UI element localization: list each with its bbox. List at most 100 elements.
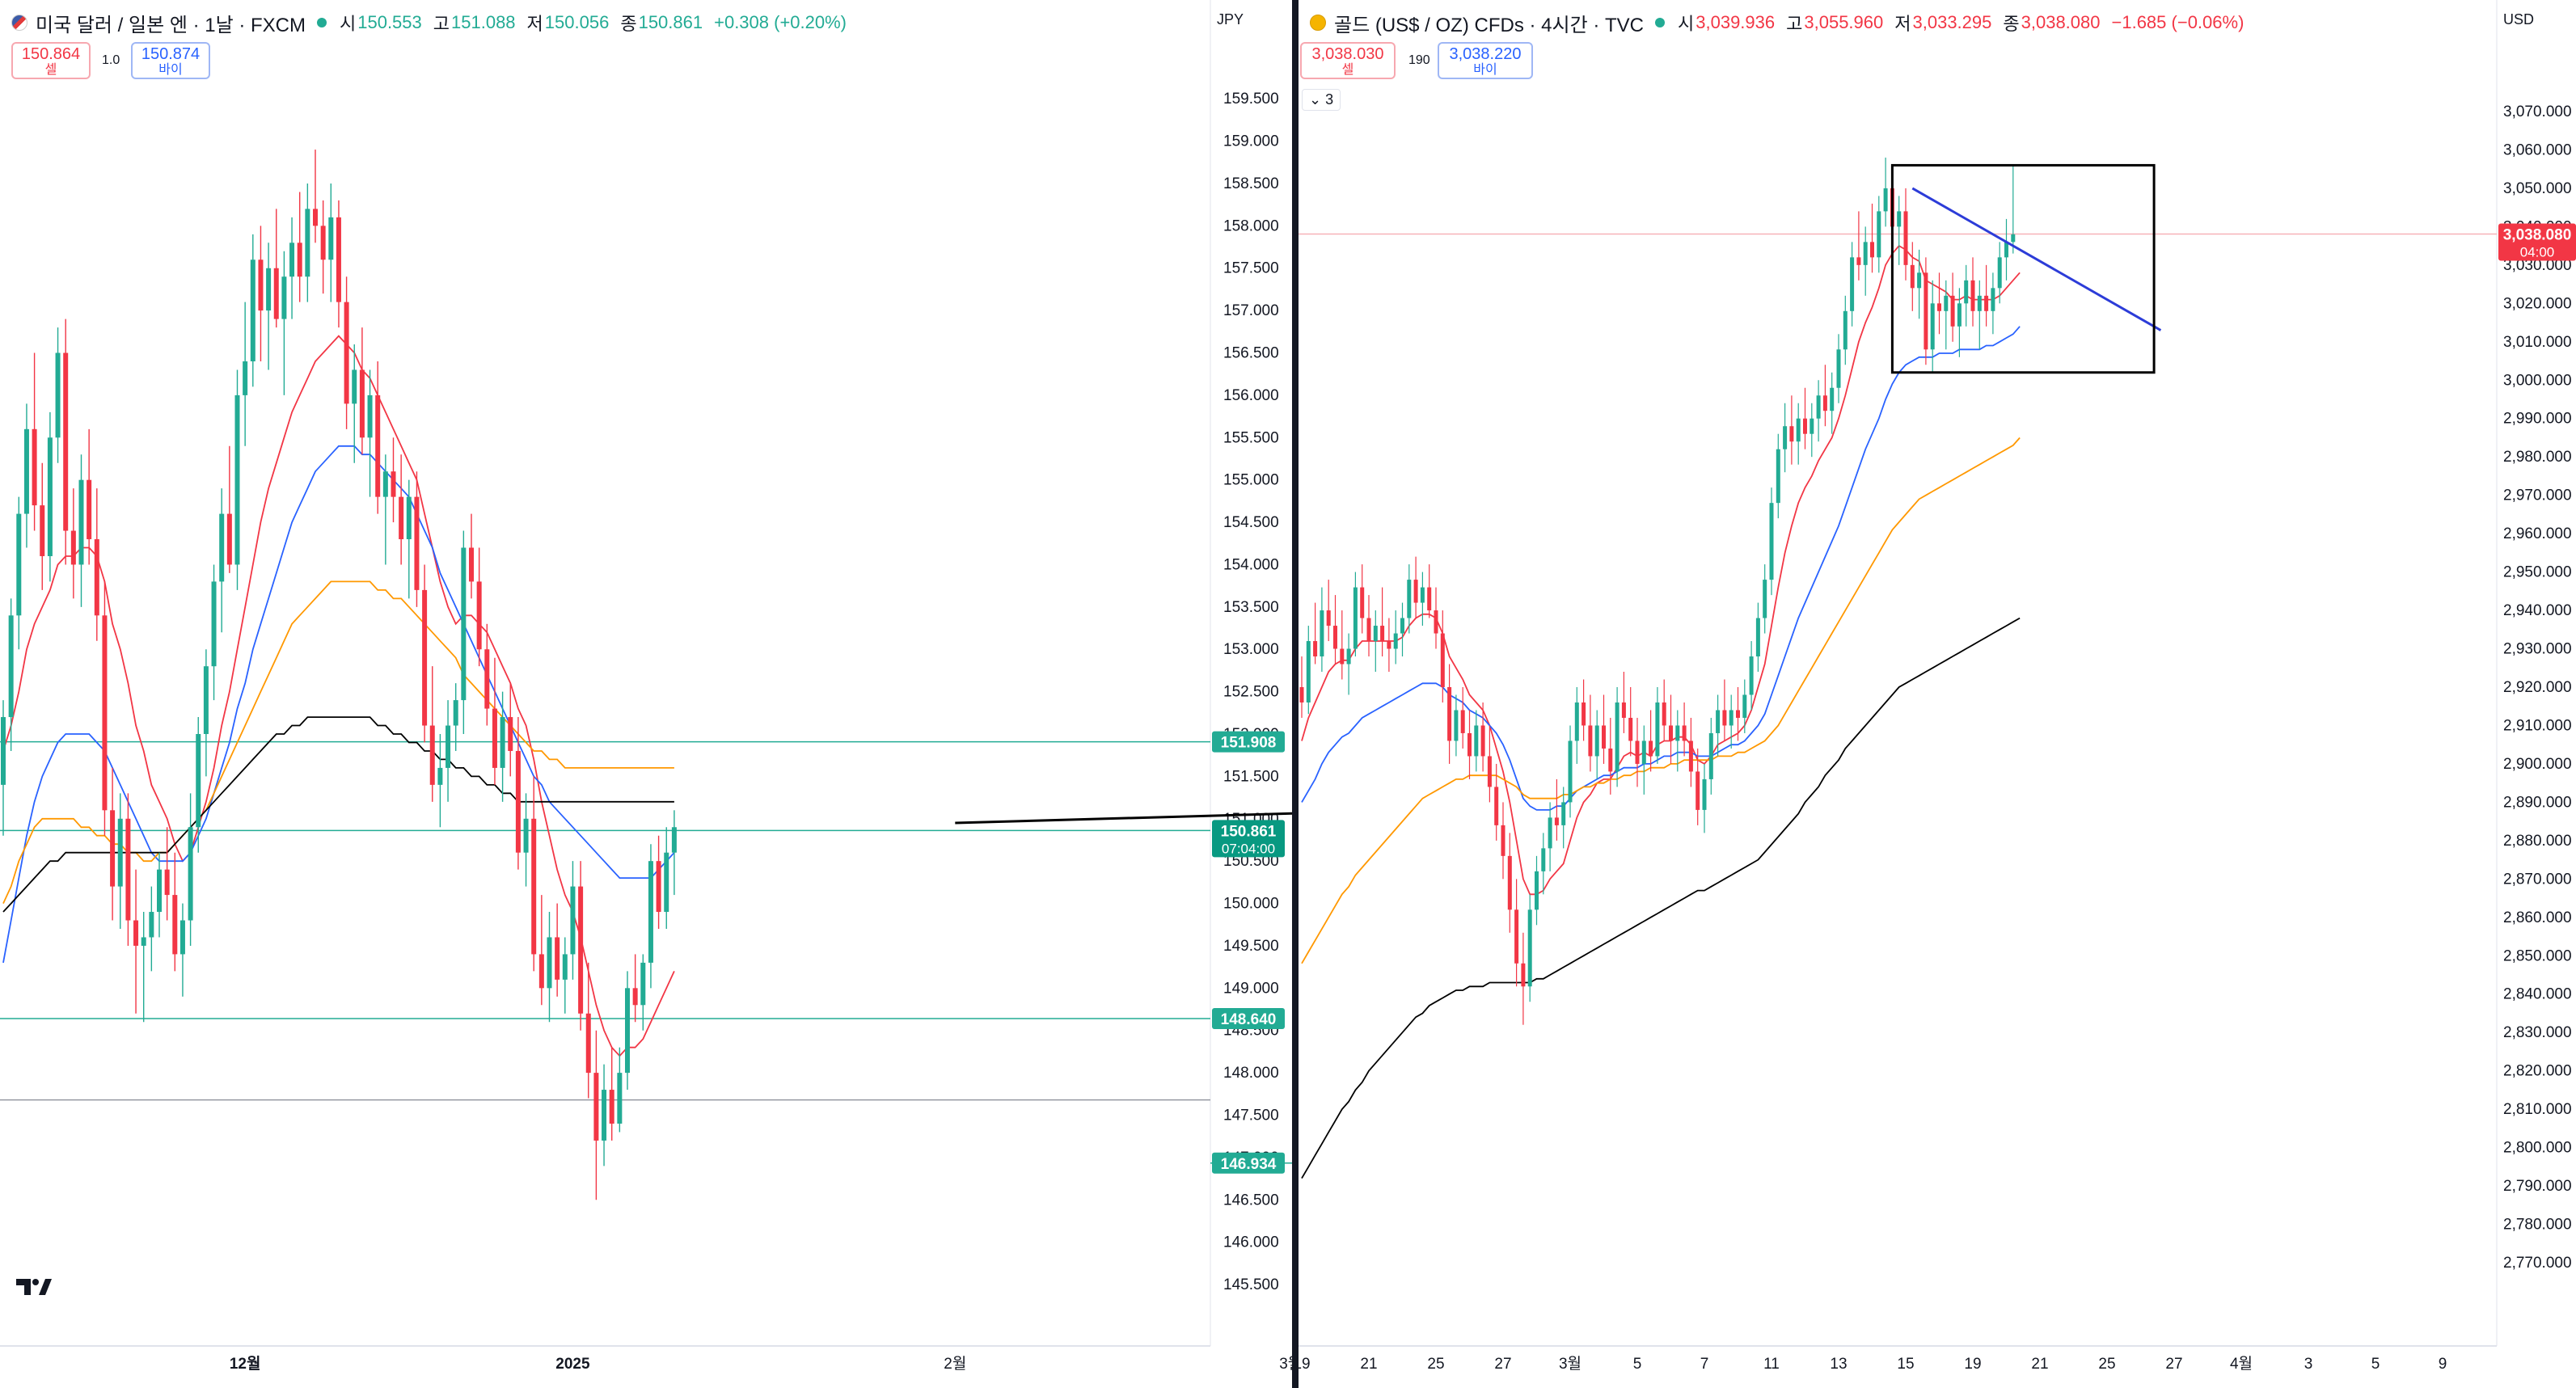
symbol-legend-gold: 골드 (US$ / OZ) CFDs · 4시간 · TVC 시 3,039.93… — [1310, 10, 2255, 36]
candle-body — [1621, 702, 1626, 718]
price-badge[interactable]: 146.934 — [1212, 1152, 1285, 1174]
currency-label[interactable]: USD — [2503, 11, 2535, 27]
trend-line[interactable] — [1911, 187, 2162, 331]
candle-body — [1675, 725, 1680, 741]
price-tick-label: 158.000 — [1223, 217, 1279, 234]
buy-label: 바이 — [158, 63, 183, 77]
candle-body — [593, 1073, 599, 1141]
candle-body — [656, 861, 661, 913]
candles — [1, 150, 677, 1200]
pane-divider[interactable] — [1292, 0, 1299, 1388]
usdjpy-chart[interactable]: 145.500146.000146.500147.000147.500148.0… — [0, 0, 1292, 1388]
currency-label[interactable]: JPY — [1217, 11, 1244, 27]
buy-button[interactable]: 150.874 바이 — [131, 42, 210, 79]
time-axis[interactable]: 12월20252월3월4월5월6월7월 — [230, 1355, 1292, 1373]
candle-body — [1970, 280, 1975, 311]
price-tick-label: 155.500 — [1223, 429, 1279, 446]
candle-body — [1755, 618, 1760, 657]
change-value: +0.308 (+0.20%) — [714, 12, 847, 32]
price-badge-value: 148.640 — [1221, 1011, 1277, 1028]
moving-average-line — [1301, 244, 2021, 896]
gold-chart[interactable]: 2,770.000 2,780.000 2,790.000 2,800.000 2,81… — [1299, 0, 2576, 1388]
sell-button[interactable]: 3,038.030 셀 — [1300, 42, 1396, 79]
candle-body — [1608, 748, 1613, 772]
candle-body — [1729, 710, 1734, 726]
price-tick-label: 159.500 — [1223, 91, 1279, 108]
price-tick-label: 2,990.000 — [2503, 411, 2572, 428]
time-tick-label: 21 — [1360, 1356, 1377, 1373]
close-value: 3,038.080 — [2021, 12, 2101, 32]
time-tick-label: 7 — [1700, 1356, 1709, 1373]
buy-button[interactable]: 3,038.220 바이 — [1438, 42, 1533, 79]
price-badge-bg — [1212, 820, 1285, 858]
candle-body — [1494, 787, 1499, 825]
chart-pane-usdjpy[interactable]: 145.500146.000146.500147.000147.500148.0… — [0, 0, 1292, 1388]
moving-average-line — [1301, 437, 2021, 964]
candle-body — [1393, 633, 1398, 649]
candle-body — [1360, 587, 1365, 618]
sell-price: 150.864 — [21, 45, 81, 63]
price-tick-label: 3,000.000 — [2503, 372, 2572, 389]
tradingview-logo-icon[interactable] — [15, 1276, 53, 1298]
candle-body — [328, 217, 334, 260]
indicators-collapse-button[interactable]: ⌄ 3 — [1302, 89, 1341, 111]
candle-body — [382, 471, 388, 497]
close-value: 150.861 — [638, 12, 703, 32]
candle-body — [1917, 272, 1922, 289]
candle-body — [1850, 257, 1855, 311]
candle-body — [141, 937, 146, 946]
price-tick-label: 2,920.000 — [2503, 679, 2572, 696]
candle-body — [23, 428, 29, 514]
candle-body — [1870, 242, 1874, 258]
sell-label: 셀 — [44, 63, 57, 77]
candle-body — [47, 437, 53, 556]
sell-button[interactable]: 150.864 셀 — [11, 42, 91, 79]
symbol-title[interactable]: 골드 (US$ / OZ) CFDs · 4시간 · TVC — [1334, 14, 1644, 36]
price-tick-label: 2,870.000 — [2503, 871, 2572, 888]
candle-body — [1749, 656, 1754, 695]
price-axis[interactable]: 145.500146.000146.500147.000147.500148.0… — [1223, 91, 1279, 1293]
price-tick-label: 2,780.000 — [2503, 1217, 2572, 1234]
price-tick-label: 146.000 — [1223, 1234, 1279, 1251]
candle-body — [40, 505, 45, 556]
candle-body — [523, 818, 529, 853]
candle-body — [570, 886, 576, 955]
symbol-title[interactable]: 미국 달러 / 일본 엔 · 1날 · FXCM — [36, 14, 306, 36]
price-badge-bg — [1212, 1008, 1285, 1030]
price-tick-label: 158.500 — [1223, 175, 1279, 192]
price-tick-label: 3,030.000 — [2503, 257, 2572, 274]
price-badge[interactable]: 151.908 — [1212, 731, 1285, 753]
price-tick-label: 157.500 — [1223, 260, 1279, 277]
chart-pane-gold[interactable]: 2,770.000 2,780.000 2,790.000 2,800.000 2,81… — [1299, 0, 2576, 1388]
close-label: 종 — [2003, 14, 2020, 34]
candle-body — [1763, 580, 1767, 618]
candle-body — [234, 394, 240, 565]
price-tick-label: 2,830.000 — [2503, 1024, 2572, 1041]
candle-body — [1474, 725, 1479, 757]
candle-body — [555, 937, 560, 980]
candle-body — [179, 920, 185, 955]
price-tick-label: 155.000 — [1223, 472, 1279, 489]
candle-body — [1722, 710, 1727, 726]
candle-body — [320, 226, 326, 260]
price-tick-label: 148.000 — [1223, 1065, 1279, 1082]
price-badge[interactable]: 148.640 — [1212, 1008, 1285, 1030]
candle-body — [1635, 740, 1640, 764]
price-badge-value: 3,038.080 — [2503, 226, 2572, 243]
candle-body — [453, 700, 458, 726]
consolidation-box[interactable] — [1890, 163, 2156, 374]
candle-body — [1816, 395, 1821, 419]
candle-body — [1561, 802, 1566, 825]
candle-body — [352, 369, 357, 404]
price-axis[interactable]: 2,770.000 2,780.000 2,790.000 2,800.000 2,81… — [2503, 103, 2572, 1272]
candle-body — [1649, 740, 1653, 757]
time-axis[interactable]: 19 21 25 27 3월 5 7 11 13 15 19 21 25 27 4월 3 5 9 — [1299, 1355, 2447, 1373]
price-tick-label: 153.000 — [1223, 641, 1279, 658]
time-tick-label: 21 — [2031, 1356, 2048, 1373]
candle-body — [1434, 610, 1438, 634]
trend-line[interactable] — [955, 800, 1292, 825]
candle-body — [429, 725, 435, 785]
price-tick-label: 3,050.000 — [2503, 180, 2572, 197]
